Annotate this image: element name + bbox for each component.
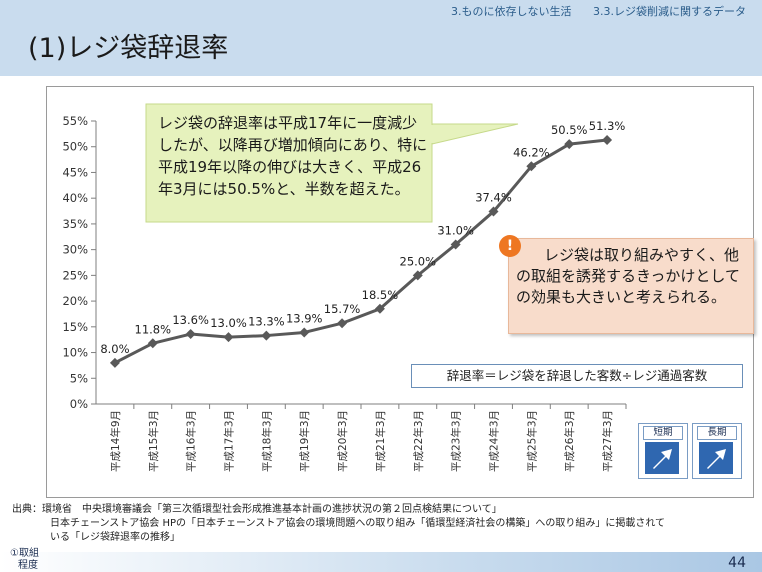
y-tick-label: 10% <box>62 346 88 360</box>
short-term-label: 短期 <box>643 426 683 440</box>
data-label: 11.8% <box>135 322 172 336</box>
data-point <box>223 332 234 343</box>
data-label: 18.5% <box>362 288 399 302</box>
data-point <box>185 329 196 340</box>
data-label: 31.0% <box>437 223 474 237</box>
x-tick-label: 平成16年3月 <box>185 410 198 472</box>
data-point <box>299 327 310 338</box>
data-label: 13.9% <box>286 311 323 325</box>
x-tick-label: 平成20年3月 <box>336 410 349 472</box>
source-line: 日本チェーンストア協会 HPの「日本チェーンストア協会の環境問題への取り組み「循… <box>50 518 666 529</box>
y-tick-label: 5% <box>70 371 88 385</box>
data-point <box>337 318 348 329</box>
y-tick-label: 15% <box>62 320 88 334</box>
data-label: 15.7% <box>324 302 361 316</box>
data-label: 13.3% <box>248 315 285 329</box>
x-tick-label: 平成25年3月 <box>525 410 538 472</box>
y-tick-label: 40% <box>62 191 88 205</box>
orange-callout-text: レジ袋は取り組みやすく、他の取組を誘発するきっかけとしての効果も大きいと考えられ… <box>516 246 740 306</box>
data-point <box>412 270 423 281</box>
x-tick-label: 平成19年3月 <box>298 410 311 472</box>
short-term-arrow-icon <box>645 442 679 474</box>
data-point <box>261 330 272 341</box>
x-tick-label: 平成18年3月 <box>260 410 273 472</box>
y-tick-label: 50% <box>62 140 88 154</box>
footer-bar <box>0 552 762 572</box>
data-label: 37.4% <box>475 191 512 205</box>
data-point <box>488 206 499 217</box>
x-tick-label: 平成14年9月 <box>109 410 122 472</box>
x-tick-label: 平成23年3月 <box>450 410 463 472</box>
formula-box: 辞退率＝レジ袋を辞退した客数÷レジ通過客数 <box>411 364 743 388</box>
footer-level-indicator: ①取組 程度 <box>10 548 39 572</box>
data-point <box>564 139 575 150</box>
data-label: 25.0% <box>400 254 437 268</box>
data-point <box>147 338 158 349</box>
header-bar: 3.ものに依存しない生活 3.3.レジ袋削減に関するデータ (1)レジ袋辞退率 <box>0 0 762 76</box>
series-line <box>114 138 608 365</box>
green-callout-text: レジ袋の辞退率は平成17年に一度減少したが、以降再び増加傾向にあり、特に平成19… <box>158 114 428 198</box>
y-tick-label: 45% <box>62 165 88 179</box>
footer-label-line: 程度 <box>18 560 38 571</box>
breadcrumb: 3.ものに依存しない生活 3.3.レジ袋削減に関するデータ <box>433 3 746 19</box>
page-number: 44 <box>728 555 746 571</box>
breadcrumb-item-subsection[interactable]: 3.3.レジ袋削減に関するデータ <box>593 5 746 18</box>
page-title: (1)レジ袋辞退率 <box>28 33 229 64</box>
data-label: 8.0% <box>100 342 129 356</box>
x-tick-label: 平成15年3月 <box>147 410 160 472</box>
x-tick-label: 平成27年3月 <box>601 410 614 472</box>
line-chart: 0% 5% 10% 15% 20% 25% 30% 35% 40% 45% 50% 55% 平成14年9… <box>62 114 627 472</box>
green-callout-bubble <box>145 103 519 223</box>
data-point <box>526 161 537 172</box>
data-point <box>374 303 385 314</box>
x-tick-label: 平成21年3月 <box>374 410 387 472</box>
x-tick-label: 平成22年3月 <box>412 410 425 472</box>
data-label: 50.5% <box>551 123 588 137</box>
data-point <box>602 135 613 146</box>
data-label: 51.3% <box>589 119 626 133</box>
x-tick-label: 平成17年3月 <box>223 410 236 472</box>
y-tick-label: 55% <box>62 114 88 128</box>
data-point <box>450 239 461 250</box>
y-tick-label: 25% <box>62 268 88 282</box>
y-tick-label: 20% <box>62 294 88 308</box>
source-line: 出典：環境省 中央環境審議会「第三次循環型社会形成推進基本計画の進捗状況の第２回… <box>12 504 502 515</box>
data-point <box>109 357 120 368</box>
breadcrumb-item-section[interactable]: 3.ものに依存しない生活 <box>451 5 572 18</box>
exclamation-icon: ! <box>499 235 521 257</box>
data-label: 46.2% <box>513 145 550 159</box>
y-tick-label: 0% <box>70 397 88 411</box>
data-label: 13.0% <box>210 316 247 330</box>
x-tick-label: 平成24年3月 <box>488 410 501 472</box>
long-term-arrow-icon <box>699 442 733 474</box>
long-term-button[interactable]: 長期 <box>692 423 742 479</box>
data-label: 13.6% <box>172 313 209 327</box>
orange-callout-box <box>508 238 754 334</box>
x-tick-label: 平成26年3月 <box>563 410 576 472</box>
y-tick-label: 35% <box>62 217 88 231</box>
short-term-button[interactable]: 短期 <box>638 423 688 479</box>
source-citation: 出典：環境省 中央環境審議会「第三次循環型社会形成推進基本計画の進捗状況の第２回… <box>12 503 752 545</box>
y-tick-label: 30% <box>62 243 88 257</box>
long-term-label: 長期 <box>697 426 737 440</box>
source-line: いる「レジ袋辞退率の推移」 <box>50 532 180 543</box>
footer-label-line: ①取組 <box>10 548 39 559</box>
